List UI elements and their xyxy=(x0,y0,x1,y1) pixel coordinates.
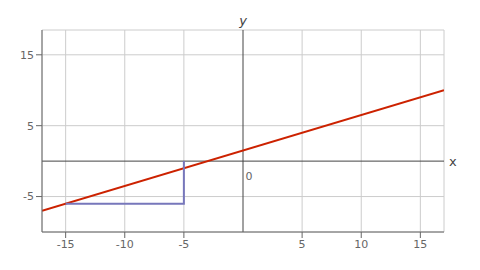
svg-text:15: 15 xyxy=(20,49,34,62)
svg-text:5: 5 xyxy=(299,238,306,251)
svg-text:-5: -5 xyxy=(23,190,34,203)
svg-text:15: 15 xyxy=(413,238,427,251)
svg-text:0: 0 xyxy=(245,170,252,183)
svg-text:-5: -5 xyxy=(178,238,189,251)
svg-text:-10: -10 xyxy=(116,238,134,251)
svg-text:-15: -15 xyxy=(57,238,75,251)
svg-text:5: 5 xyxy=(27,120,34,133)
svg-text:10: 10 xyxy=(354,238,368,251)
svg-text:y: y xyxy=(238,13,247,28)
svg-text:x: x xyxy=(449,154,457,169)
